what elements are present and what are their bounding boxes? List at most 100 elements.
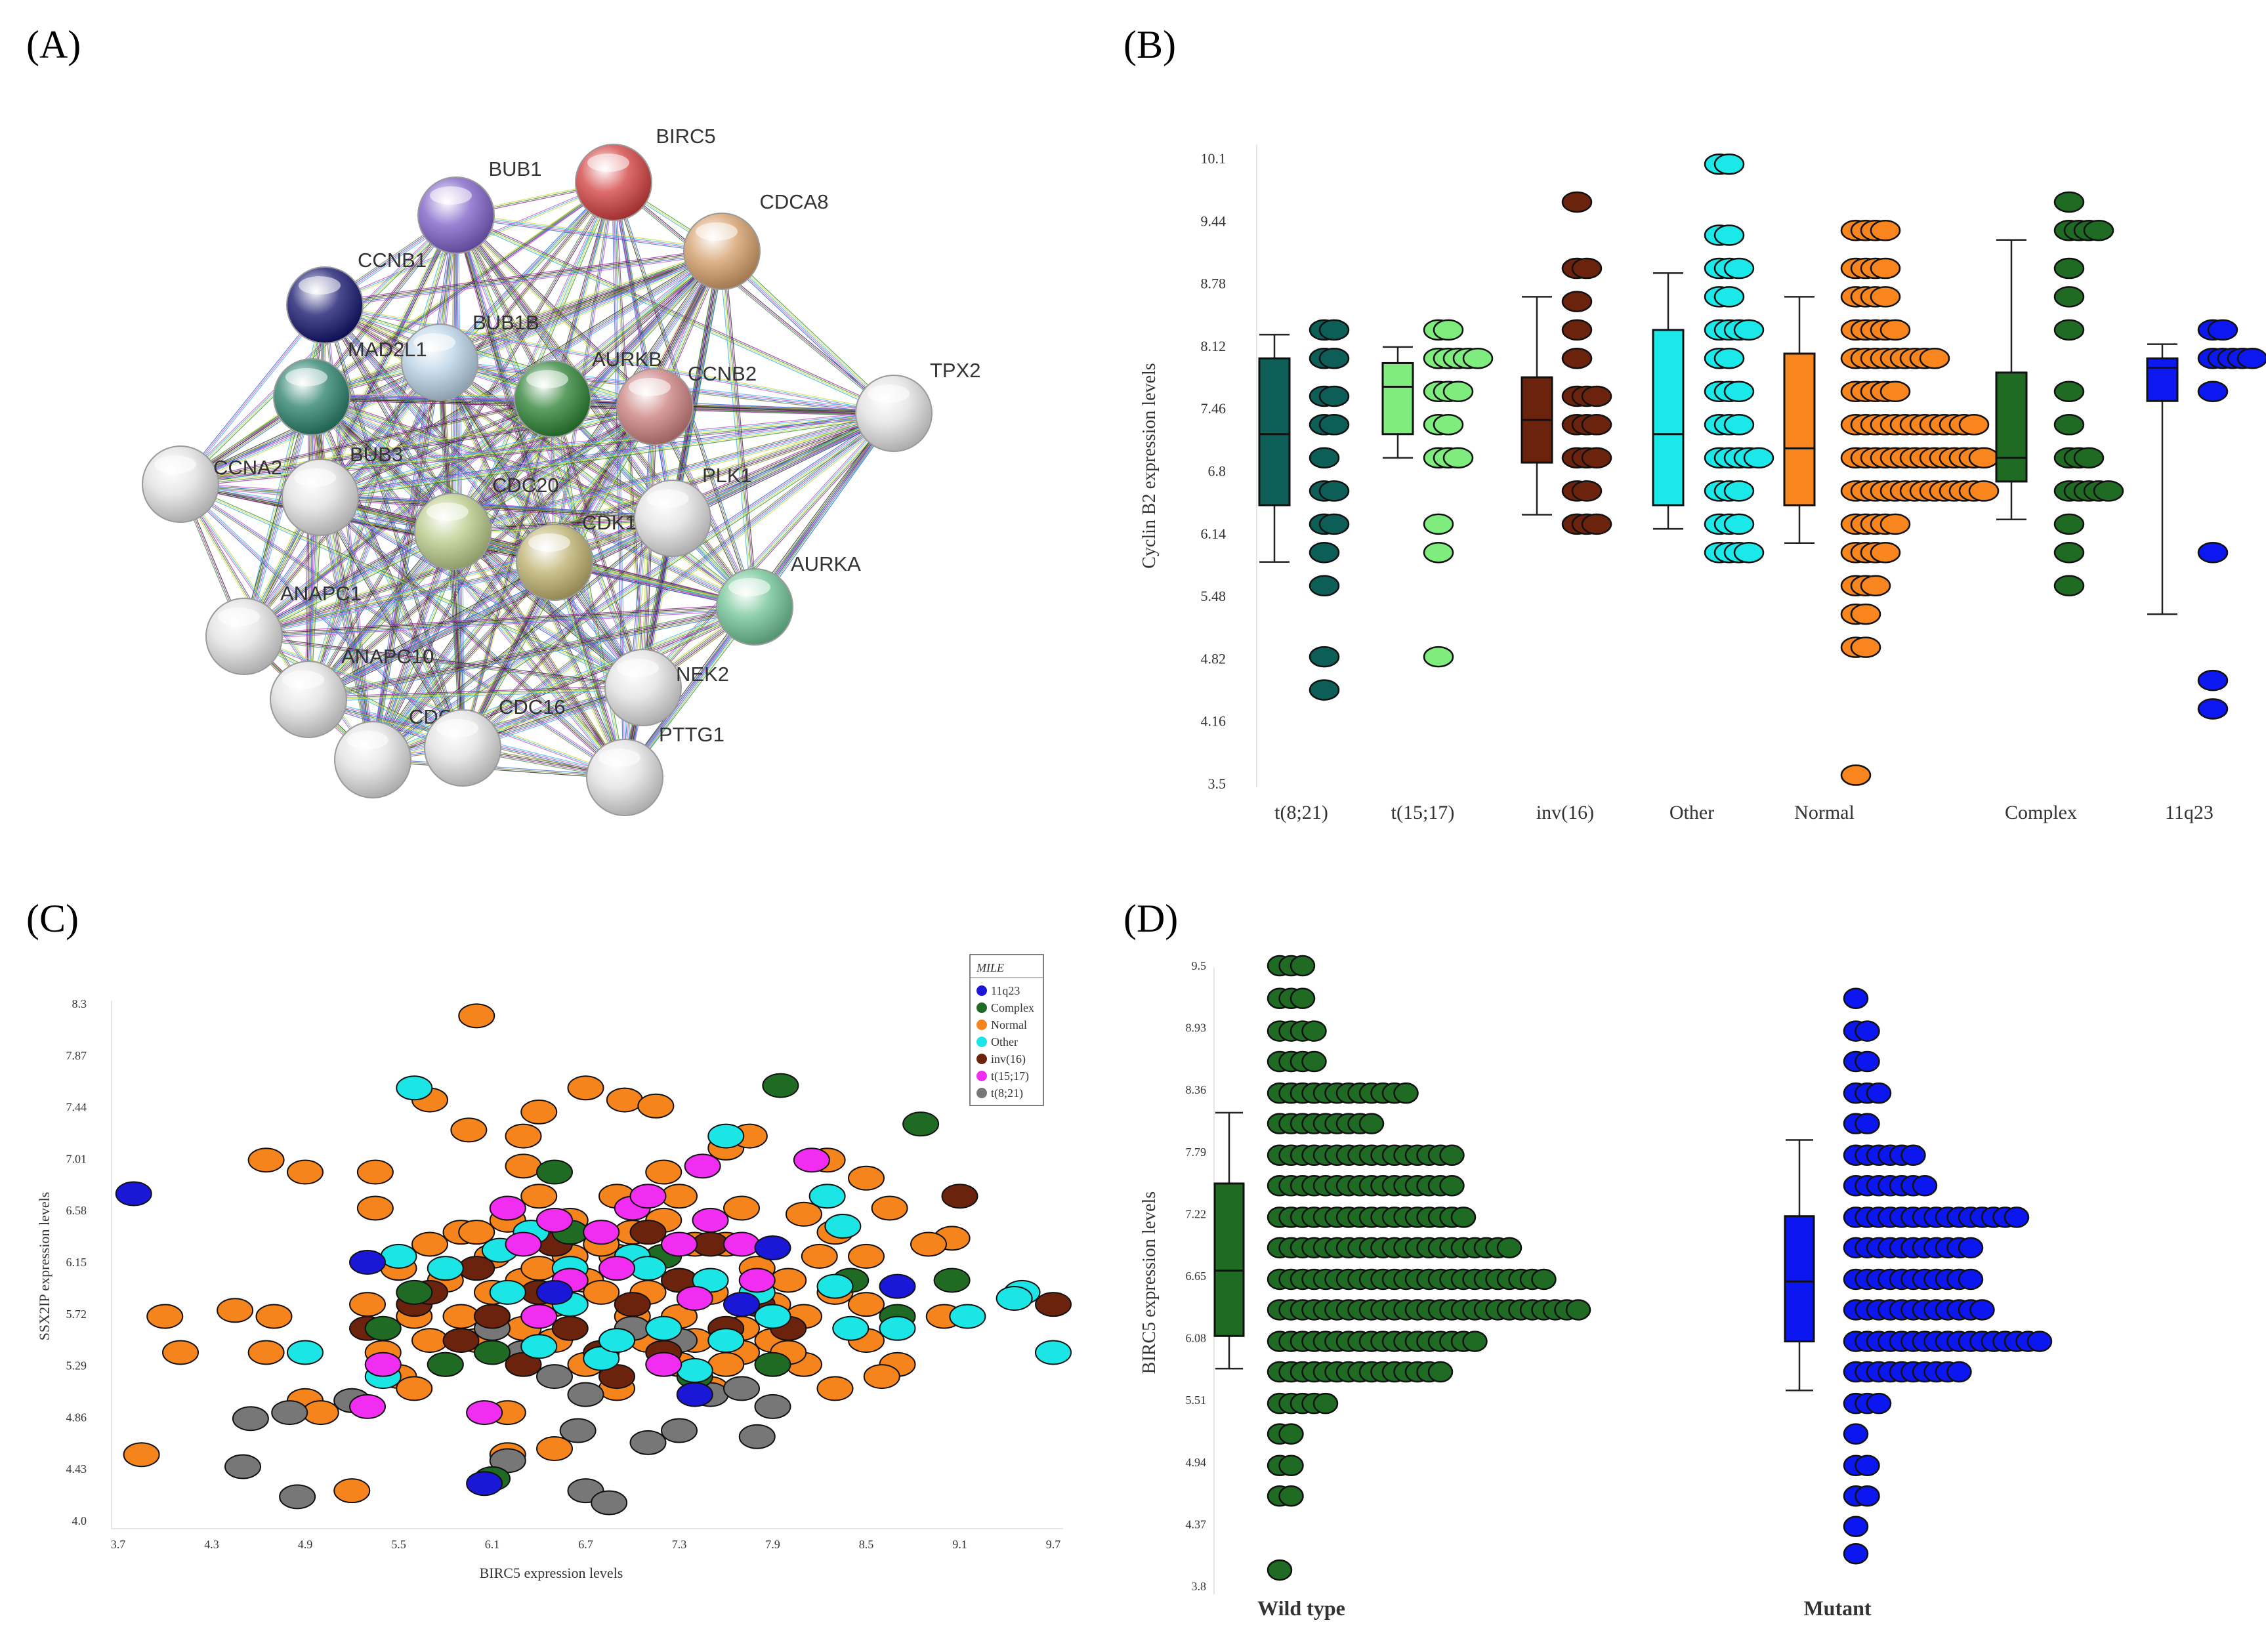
- scatter-point: [224, 1454, 261, 1479]
- scatter-point: [801, 1243, 838, 1269]
- network-edge: [372, 686, 643, 759]
- network-edge: [243, 560, 555, 635]
- network-edge: [242, 396, 311, 636]
- node-highlight: [427, 503, 469, 521]
- d-x-labels: Wild type Mutant: [1257, 1596, 1872, 1620]
- data-dot: [1850, 636, 1881, 658]
- network-edge: [179, 485, 643, 690]
- data-dot: [1318, 319, 1350, 341]
- network-edge: [311, 398, 894, 415]
- scatter-point: [489, 1195, 526, 1221]
- scatter-point: [520, 1099, 558, 1125]
- scatter-point: [583, 1279, 620, 1305]
- network-edge: [320, 251, 723, 498]
- y-tick-label: 4.86: [66, 1411, 87, 1424]
- node-cdc23: CDC23: [334, 705, 476, 798]
- scatter-point: [692, 1207, 729, 1233]
- data-dot: [1879, 513, 1911, 535]
- x-tick-label: 8.5: [859, 1538, 874, 1551]
- network-edge: [180, 482, 626, 777]
- node-anapc10: ANAPC10: [270, 645, 434, 738]
- node-label: AURKB: [592, 348, 662, 371]
- node-cdc16: CDC16: [424, 695, 566, 787]
- scatter-point: [380, 1243, 417, 1269]
- data-dot: [1713, 224, 1745, 246]
- data-dot: [1723, 513, 1755, 535]
- x-label-wild-type: Wild type: [1257, 1596, 1345, 1620]
- scatter-point: [770, 1268, 807, 1293]
- x-label-t-15-17: t(15;17): [1391, 802, 1455, 823]
- data-dot: [1290, 955, 1316, 977]
- group-11q23: [2146, 319, 2266, 720]
- network-edge: [373, 399, 555, 761]
- data-dot: [1439, 1174, 1465, 1197]
- y-tick-label: 5.51: [1186, 1394, 1207, 1407]
- scatter-point: [474, 1304, 511, 1329]
- data-dot: [1309, 679, 1340, 701]
- network-edge: [243, 249, 721, 636]
- node-highlight: [436, 719, 478, 737]
- data-dot: [1439, 1144, 1465, 1167]
- data-dot: [1358, 1113, 1385, 1134]
- scatter-point: [520, 1334, 558, 1359]
- scatter-point: [996, 1285, 1033, 1311]
- scatter-point: [247, 1340, 285, 1365]
- network-edge: [453, 530, 627, 777]
- scatter-point: [583, 1220, 620, 1245]
- data-dot: [2053, 513, 2085, 535]
- scatter-point: [287, 1340, 324, 1365]
- data-dot: [1723, 480, 1755, 502]
- network-edge: [243, 606, 755, 637]
- scatter-point: [676, 1285, 713, 1311]
- network-edge: [453, 216, 753, 609]
- data-dot: [2053, 286, 2085, 308]
- data-dot: [1450, 1207, 1477, 1228]
- network-edge: [243, 637, 643, 690]
- data-dot: [1290, 987, 1316, 1010]
- network-edge: [308, 605, 755, 699]
- network-edge: [309, 182, 616, 701]
- node-bub1b: BUB1B: [401, 311, 539, 401]
- data-dot: [1267, 1559, 1293, 1581]
- network-edge: [320, 410, 894, 495]
- x-tick-label: 3.7: [111, 1538, 126, 1551]
- data-dot: [1561, 191, 1593, 213]
- scatter-point: [707, 1352, 745, 1377]
- scatter-point: [879, 1273, 916, 1299]
- data-dot: [1723, 257, 1755, 279]
- network-edge: [455, 215, 643, 688]
- network-edge: [721, 252, 893, 415]
- data-dot: [1565, 1299, 1591, 1321]
- scatter-point: [567, 1075, 604, 1101]
- data-dot: [1561, 291, 1593, 312]
- network-edge: [455, 215, 463, 749]
- node-highlight: [294, 468, 336, 487]
- scatter-point: [466, 1471, 503, 1497]
- node-label: PTTG1: [659, 723, 724, 746]
- y-tick-label: 4.94: [1186, 1456, 1207, 1469]
- x-tick-label: 9.7: [1046, 1538, 1061, 1551]
- node-nek2: NEK2: [604, 649, 729, 726]
- scatter-point: [567, 1382, 604, 1407]
- scatter-point: [1035, 1292, 1072, 1317]
- network-edge: [309, 564, 556, 702]
- x-label-11q23: 11q23: [2165, 802, 2214, 823]
- network-edge: [324, 304, 463, 749]
- network-edge: [320, 496, 626, 777]
- network-edge: [308, 685, 643, 698]
- scatter-point: [754, 1352, 791, 1377]
- network-edge: [321, 495, 644, 686]
- legend-swatch-inv-16: [976, 1054, 987, 1064]
- network-edge: [456, 214, 723, 251]
- scatter-point: [396, 1279, 433, 1305]
- scatter-point: [520, 1184, 558, 1209]
- scatter-point: [559, 1418, 597, 1443]
- node-label: CDC16: [499, 695, 566, 718]
- legend-label-t-15-17: t(15;17): [991, 1069, 1029, 1083]
- group-t-8-21: [1258, 319, 1350, 701]
- network-edge: [452, 531, 644, 688]
- network-edge: [307, 361, 440, 699]
- network-edge: [440, 361, 673, 518]
- scatter-point: [1035, 1340, 1072, 1365]
- node-label: BUB1B: [472, 311, 539, 334]
